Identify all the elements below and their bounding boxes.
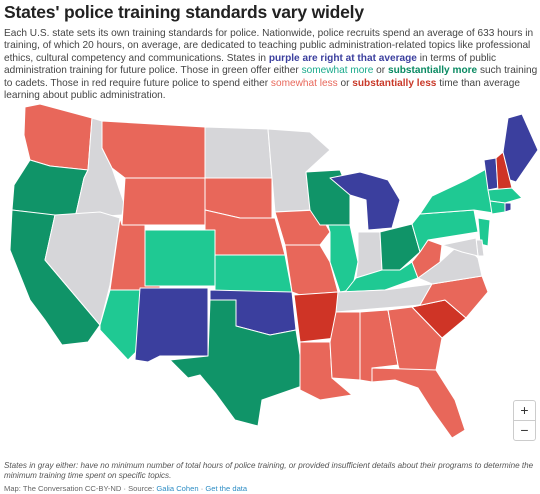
legend-somewhat-less-label: somewhat less	[270, 77, 338, 89]
desc-or-2: or	[337, 77, 353, 89]
desc-or-1: or	[373, 65, 388, 77]
state-massachusetts[interactable]	[487, 187, 523, 204]
state-wyoming[interactable]	[121, 177, 206, 226]
state-north-dakota[interactable]	[204, 126, 273, 179]
state-texas[interactable]	[169, 299, 306, 427]
state-connecticut[interactable]	[489, 200, 506, 215]
desc-text-2: in terms of public administration traini…	[4, 52, 497, 77]
credit-text: Map: The Conversation CC-BY-ND · Source:	[4, 484, 157, 493]
state-kansas[interactable]	[214, 254, 293, 293]
chart-title: States' police training standards vary w…	[4, 2, 364, 22]
state-maryland[interactable]	[441, 237, 479, 257]
state-colorado[interactable]	[144, 229, 216, 287]
legend-substantially-less-label: substantially less	[352, 77, 437, 89]
state-michigan[interactable]	[329, 171, 401, 231]
description: Each U.S. state sets its own training st…	[4, 28, 538, 102]
source-link[interactable]: Galia Cohen	[156, 484, 199, 493]
desc-text-4: time than average learning about public …	[4, 77, 521, 102]
desc-text-3: such training to cadets. Those in red re…	[4, 65, 538, 89]
state-kentucky[interactable]	[344, 261, 419, 293]
state-florida[interactable]	[371, 367, 466, 439]
legend-average-label: purple are right at that average	[268, 52, 417, 64]
legend-somewhat-more-label: somewhat more	[301, 65, 374, 77]
state-maine[interactable]	[502, 113, 539, 183]
state-new-jersey[interactable]	[477, 217, 491, 247]
legend-substantially-more-label: substantially more	[387, 65, 478, 77]
credit-line: Map: The Conversation CC-BY-ND · Source:…	[4, 484, 247, 493]
zoom-out-button[interactable]: −	[513, 420, 536, 441]
state-new-mexico[interactable]	[134, 287, 209, 363]
state-rhode-island[interactable]	[504, 202, 512, 213]
state-nevada[interactable]	[44, 211, 121, 326]
footnote: States in gray either: have no minimum n…	[4, 461, 534, 480]
state-ohio[interactable]	[379, 223, 421, 271]
get-data-link[interactable]: Get the data	[205, 484, 248, 493]
state-montana[interactable]	[101, 120, 206, 179]
us-states-map[interactable]	[0, 100, 540, 452]
state-washington[interactable]	[23, 103, 93, 171]
credit-separator: ·	[198, 484, 206, 493]
state-mississippi[interactable]	[329, 311, 361, 381]
zoom-in-button[interactable]: +	[513, 400, 536, 421]
desc-text-1: Each U.S. state sets its own training st…	[4, 28, 534, 64]
